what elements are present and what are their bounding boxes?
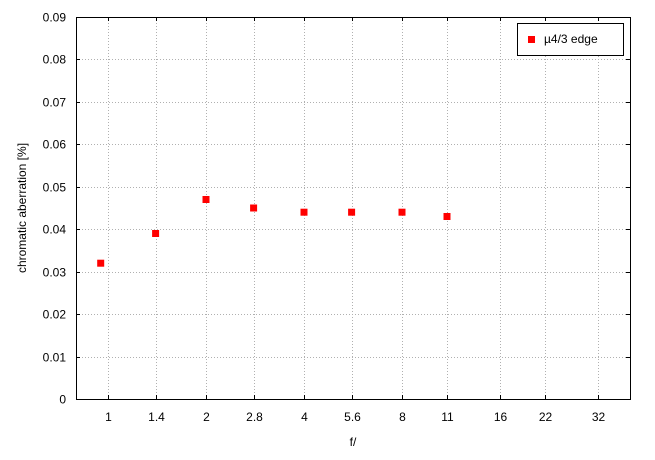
y-tick-label: 0.07 [43, 96, 67, 110]
legend-marker [528, 36, 535, 43]
x-tick-label: 8 [399, 410, 406, 424]
x-axis-label: f/ [350, 435, 357, 449]
x-tick-label: 22 [539, 410, 553, 424]
x-tick-label: 2.8 [246, 410, 263, 424]
y-tick-label: 0.04 [43, 223, 67, 237]
y-tick-label: 0.09 [43, 11, 67, 25]
y-axis-label: chromatic aberration [%] [15, 143, 29, 273]
y-tick-label: 0.08 [43, 53, 67, 67]
y-tick-label: 0.06 [43, 138, 67, 152]
legend-box [517, 23, 624, 56]
x-tick-label: 11 [441, 410, 454, 424]
data-points [97, 196, 451, 267]
x-tick-label: 4 [301, 410, 308, 424]
data-point[interactable] [202, 196, 210, 203]
x-tick-label: 1 [105, 410, 112, 424]
data-point[interactable] [152, 230, 160, 237]
data-point[interactable] [398, 208, 406, 216]
data-point[interactable] [443, 213, 451, 220]
axis-ticks: 0 0.01 0.02 0.03 0.04 0.05 0.06 0.07 0.08 0.09 1 1.… [43, 11, 630, 424]
x-tick-label: 5.6 [344, 410, 361, 424]
data-point[interactable] [300, 208, 308, 216]
x-tick-label: 2 [203, 410, 210, 424]
x-tick-label: 16 [494, 410, 508, 424]
legend-label: µ4/3 edge [544, 32, 598, 46]
y-tick-label: 0.03 [43, 266, 67, 280]
y-tick-label: 0.01 [43, 351, 67, 365]
legend[interactable]: µ4/3 edge [517, 23, 624, 56]
grid [76, 17, 630, 399]
data-point[interactable] [250, 204, 258, 212]
x-tick-label: 32 [592, 410, 606, 424]
y-tick-label: 0.02 [43, 308, 67, 322]
data-point[interactable] [348, 208, 356, 216]
plot-frame [76, 17, 631, 400]
data-point[interactable] [97, 259, 105, 267]
y-tick-label: 0.05 [43, 181, 67, 195]
y-tick-label: 0 [59, 393, 66, 407]
x-tick-label: 1.4 [148, 410, 165, 424]
